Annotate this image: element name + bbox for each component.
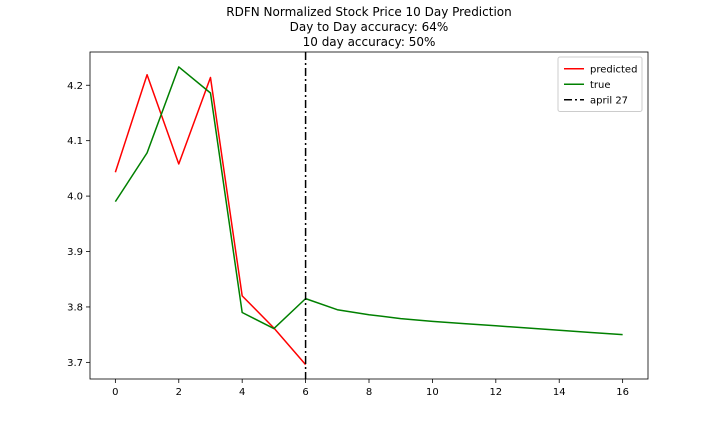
chart-title-line-2: 10 day accuracy: 50% [303,35,436,49]
x-tick-label: 16 [616,387,629,398]
x-tick-label: 8 [366,387,372,398]
axis-ticks: 0 2 4 6 8 10 12 14 16 3.7 3.8 3.9 4.0 4.1 4.2 [67,81,629,398]
y-tick-label: 3.7 [67,358,83,369]
series-line-predicted [114,73,307,366]
y-tick-label: 3.8 [67,302,83,313]
x-tick-label: 10 [426,387,439,398]
chart-title-line-1: Day to Day accuracy: 64% [290,20,449,34]
chart-title: RDFN Normalized Stock Price 10 Day Predi… [226,5,511,49]
x-tick-label: 4 [239,387,245,398]
x-tick-label: 14 [553,387,566,398]
legend-label: april 27 [590,95,628,106]
legend-label: true [590,80,611,91]
x-tick-label: 0 [112,387,118,398]
legend-box [557,56,643,112]
y-tick-label: 3.9 [67,247,83,258]
y-tick-label: 4.1 [67,136,83,147]
x-tick-label: 2 [176,387,182,398]
chart-title-line-0: RDFN Normalized Stock Price 10 Day Predi… [226,5,511,19]
legend-label: predicted [590,64,637,75]
legend: predicted true april 27 [557,56,643,112]
y-tick-label: 4.2 [67,81,83,92]
x-tick-label: 12 [489,387,502,398]
x-tick-label: 6 [302,387,308,398]
y-tick-label: 4.0 [67,192,83,203]
series-lines [114,52,623,379]
series-line-true [114,66,623,336]
